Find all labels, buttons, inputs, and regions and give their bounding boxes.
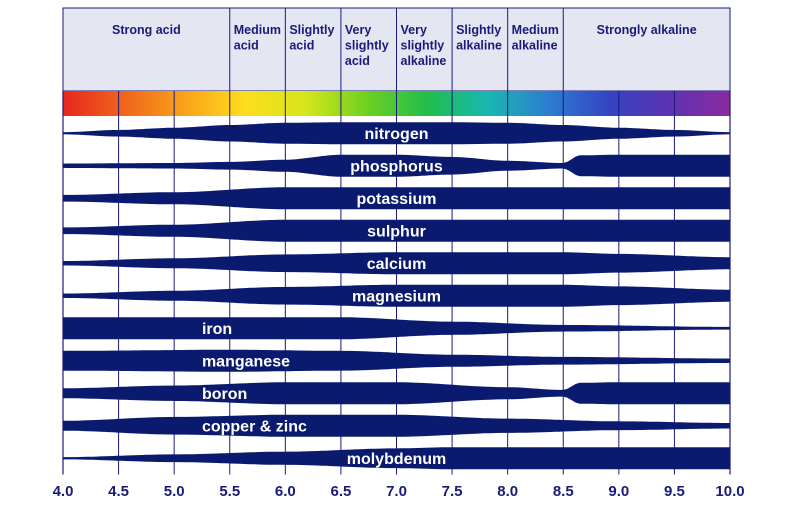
ph-gridlines <box>62 91 731 475</box>
label-magnesium: magnesium <box>352 288 441 305</box>
header-label-slightly-alkaline: Slightly alkaline <box>456 23 502 53</box>
header-label-strongly-alkaline: Strongly alkaline <box>597 23 697 37</box>
band-potassium <box>63 187 730 210</box>
band-nitrogen <box>63 122 730 145</box>
label-boron: boron <box>202 386 247 403</box>
band-copper-zinc <box>63 414 730 437</box>
label-iron: iron <box>202 321 232 338</box>
header-label-strong-acid: Strong acid <box>112 23 181 37</box>
band-iron <box>63 317 730 340</box>
tick-label: 10.0 <box>715 483 744 500</box>
label-nitrogen: nitrogen <box>365 126 429 143</box>
tick-label: 6.0 <box>275 483 296 500</box>
header-label-very-slightly-acid: Very slightly acid <box>345 23 389 68</box>
band-magnesium <box>63 284 730 307</box>
tick-label: 7.0 <box>386 483 407 500</box>
tick-label: 5.0 <box>164 483 185 500</box>
label-copper-zinc: copper & zinc <box>202 418 307 435</box>
band-boron <box>63 382 730 405</box>
tick-label: 7.5 <box>442 483 463 500</box>
header-label-medium-alkaline: Medium alkaline <box>512 23 559 53</box>
tick-label: 4.5 <box>108 483 129 500</box>
tick-label: 8.5 <box>553 483 574 500</box>
label-phosphorus: phosphorus <box>350 158 443 175</box>
ph-axis: 4.0 4.5 5.0 5.5 6.0 6.5 7.0 7.5 8.0 8.5 9.0 9.5 10.0 <box>53 483 745 500</box>
tick-label: 6.5 <box>330 483 351 500</box>
band-manganese <box>63 349 730 372</box>
header-label-very-slightly-alkaline: Very slightly alkaline <box>401 23 447 68</box>
tick-label: 9.5 <box>664 483 685 500</box>
tick-label: 9.0 <box>608 483 629 500</box>
label-manganese: manganese <box>202 353 290 370</box>
band-calcium <box>63 252 730 275</box>
nutrient-bands: nitrogen phosphorus potassium sulphur calciu… <box>63 122 730 470</box>
acidity-header: Strong acid Medium acid Slightly acid Very sli… <box>62 7 731 92</box>
tick-label: 5.5 <box>219 483 240 500</box>
header-label-slightly-acid: Slightly acid <box>289 23 334 53</box>
label-molybdenum: molybdenum <box>347 451 447 468</box>
label-calcium: calcium <box>367 256 427 273</box>
tick-label: 8.0 <box>497 483 518 500</box>
band-sulphur <box>63 219 730 242</box>
label-potassium: potassium <box>356 191 436 208</box>
band-phosphorus <box>63 154 730 177</box>
band-molybdenum <box>63 447 730 470</box>
tick-label: 4.0 <box>53 483 74 500</box>
label-sulphur: sulphur <box>367 223 426 240</box>
header-label-medium-acid: Medium acid <box>234 23 281 53</box>
